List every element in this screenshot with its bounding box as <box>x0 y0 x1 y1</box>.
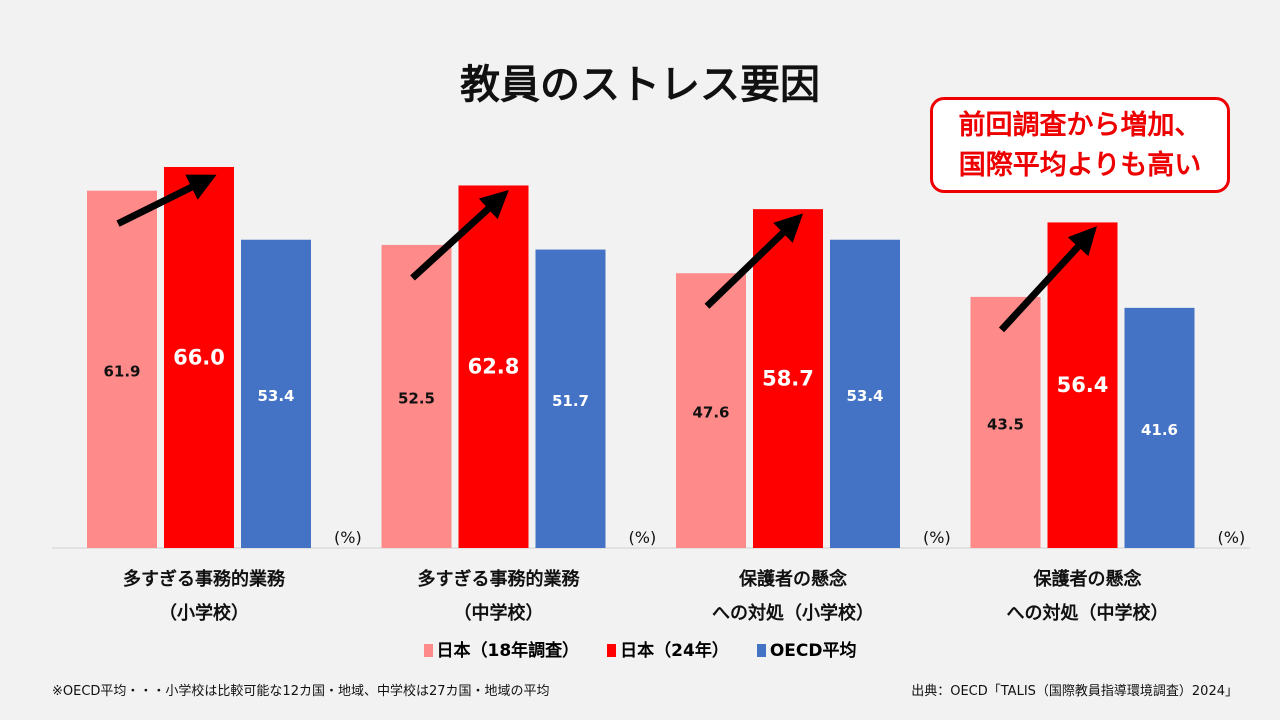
callout-box: 前回調査から増加、 国際平均よりも高い <box>930 97 1230 193</box>
increase-arrow <box>116 174 217 227</box>
data-label: 61.9 <box>103 362 140 380</box>
chart-title: 教員のストレス要因 <box>460 62 820 108</box>
data-label: 43.5 <box>987 415 1024 433</box>
bar <box>1047 222 1118 548</box>
data-label: 41.6 <box>1141 421 1178 439</box>
legend-swatch <box>423 644 433 657</box>
legend-label: 日本（24年） <box>620 641 729 661</box>
category-label-line: （中学校） <box>453 603 544 624</box>
category-label-line: 保護者の懸念 <box>739 569 847 590</box>
category-label: 保護者の懸念への対処（小学校） <box>653 563 933 631</box>
data-label: 53.4 <box>257 387 294 405</box>
bar <box>1124 307 1195 548</box>
increase-arrow <box>998 226 1097 333</box>
category-label-line: への対処（小学校） <box>712 603 874 624</box>
bar <box>87 190 157 548</box>
unit-label: (%) <box>1218 528 1246 547</box>
bar <box>676 273 746 548</box>
legend-swatch <box>607 644 617 657</box>
data-label: 52.5 <box>398 389 435 407</box>
data-label: 58.7 <box>762 367 814 391</box>
legend: 日本（18年調査） 日本（24年） OECD平均 <box>0 636 1280 661</box>
data-label: 53.4 <box>846 387 883 405</box>
legend-item: OECD平均 <box>756 636 857 661</box>
legend-item: 日本（24年） <box>607 636 729 661</box>
footnote: ※OECD平均・・・小学校は比較可能な12カ国・地域、中学校は27カ国・地域の平… <box>52 684 550 699</box>
increase-arrow <box>704 213 804 309</box>
legend-swatch <box>756 644 766 657</box>
bar <box>381 244 452 548</box>
legend-label: OECD平均 <box>769 641 857 661</box>
callout-line: 国際平均よりも高い <box>958 150 1202 181</box>
bar <box>241 239 311 548</box>
unit-label: (%) <box>923 528 951 547</box>
increase-arrow <box>410 190 509 281</box>
category-label: 多すぎる事務的業務 （中学校） <box>359 563 639 631</box>
category-label-line: 保護者の懸念 <box>1033 569 1142 590</box>
data-label: 62.8 <box>468 355 520 379</box>
bar <box>970 296 1041 548</box>
category-label-line: 多すぎる事務的業務 <box>123 569 285 590</box>
category-label-line: （小学校） <box>159 603 249 624</box>
unit-label: (%) <box>629 528 657 547</box>
category-label: 保護者の懸念への対処（中学校） <box>948 563 1228 631</box>
data-label: 56.4 <box>1057 373 1109 397</box>
data-label: 51.7 <box>552 392 589 410</box>
source-note: 出典：OECD「TALIS（国際教員指導環境調査）2024」 <box>911 684 1238 699</box>
data-label: 66.0 <box>173 346 225 370</box>
bar <box>830 239 900 548</box>
data-label: 47.6 <box>692 404 729 422</box>
bar <box>164 167 234 548</box>
unit-label: (%) <box>334 528 362 547</box>
bar <box>753 209 823 548</box>
bar <box>535 249 606 549</box>
category-label: 多すぎる事務的業務 （小学校） <box>64 563 344 631</box>
callout-line: 前回調査から増加、 <box>958 110 1202 141</box>
legend-label: 日本（18年調査） <box>436 641 580 661</box>
legend-item: 日本（18年調査） <box>423 636 580 661</box>
bar <box>458 185 529 549</box>
category-label-line: への対処（中学校） <box>1006 603 1169 624</box>
category-label-line: 多すぎる事務的業務 <box>417 569 580 590</box>
